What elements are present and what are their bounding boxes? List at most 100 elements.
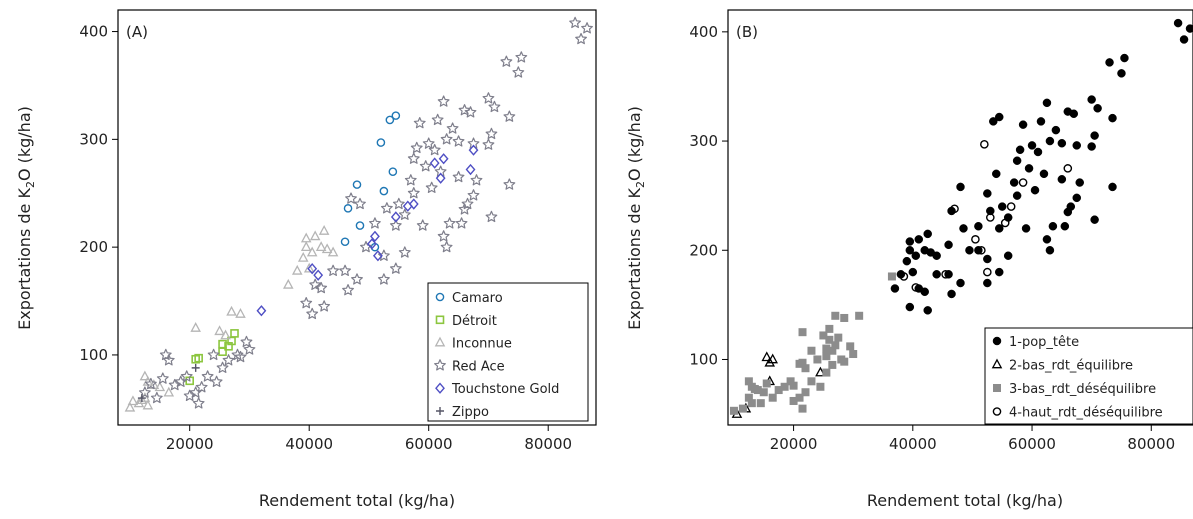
point-3-bas-rdt-desequilibre [831,341,840,350]
point-red-ace [300,296,313,309]
point-detroit [224,342,233,351]
point-inconnue [297,251,309,262]
point-3-bas-rdt-desequilibre [774,386,783,395]
point-red-ace [315,281,328,294]
point-1-pop-tete [956,182,965,192]
point-camaro [352,180,362,189]
y-tick-label: 100 [79,346,108,364]
point-1-pop-tete [1108,113,1117,123]
legend-a: Camaro Détroit Inconnue Red Ace Touchstone G… [427,282,589,422]
y-axis-title-a: Exportations de K2O (kg/ha) [15,106,37,330]
point-1-pop-tete [914,235,924,244]
point-3-bas-rdt-desequilibre [744,377,753,386]
point-red-ace [467,137,480,149]
point-inconnue [154,381,166,392]
point-1-pop-tete [902,256,912,266]
panel-label-a: (A) [126,23,148,41]
point-1-pop-tete [1090,131,1099,140]
point-4-haut-rdt-desequilibre [1018,178,1028,187]
legend-marker-touchstone-gold [435,382,445,394]
point-1-pop-tete [1173,18,1183,28]
legend-marker-2-bas-rdt-equilibre [991,358,1003,369]
point-3-bas-rdt-desequilibre [816,382,825,391]
point-3-bas-rdt-desequilibre [768,393,777,402]
point-1-pop-tete [1012,156,1022,165]
point-1-pop-tete [1060,221,1070,231]
point-inconnue [133,397,145,408]
point-1-pop-tete [992,169,1001,179]
point-3-bas-rdt-desequilibre [813,355,822,364]
y-axis-title-a-prefix: Exportations de K [15,188,34,330]
point-red-ace [159,348,172,361]
series-red-ace [138,16,593,409]
point-red-ace [351,273,363,285]
point-red-ace [434,165,447,177]
point-1-pop-tete [983,278,992,288]
series-3-bas-rdt-desequilibre [729,272,896,415]
point-1-pop-tete [1117,69,1126,78]
point-4-haut-rdt-desequilibre [911,283,921,292]
point-1-pop-tete [1027,141,1037,150]
series-1-pop-tete [890,18,1193,315]
point-inconnue [309,230,321,241]
point-1-pop-tete [1105,58,1114,67]
point-red-ace [180,370,193,382]
panel-a: (A) 20000 40000 60000 80000 100 200 300 400 Re… [15,9,597,510]
point-1-pop-tete [1057,175,1067,184]
point-touchstone-gold [307,263,318,275]
point-red-ace [575,32,587,45]
point-1-pop-tete [1093,104,1102,113]
point-red-ace [306,307,319,320]
plot-frame-b [727,9,1193,426]
point-3-bas-rdt-desequilibre [828,360,837,369]
y-axis-title-a-suffix: O (kg/ha) [15,106,34,181]
point-red-ace [416,219,429,231]
point-inconnue [321,243,333,254]
point-red-ace [234,350,247,363]
point-inconnue [291,264,303,275]
point-1-pop-tete [1009,178,1019,187]
point-1-pop-tete [1063,107,1073,116]
point-red-ace [410,141,423,154]
point-3-bas-rdt-desequilibre [822,368,831,377]
point-red-ace [318,300,331,312]
y-axis-title-b: Exportations de K2O (kg/ha) [625,106,647,330]
legend-marker-detroit [435,315,445,325]
point-1-pop-tete [1042,98,1052,108]
point-3-bas-rdt-desequilibre [780,382,789,391]
point-red-ace [404,174,417,186]
point-touchstone-gold [402,200,413,212]
point-red-ace [380,202,393,214]
point-red-ace [389,262,402,274]
y-tick-label: 200 [689,241,718,259]
point-3-bas-rdt-desequilibre [747,382,756,391]
point-1-pop-tete [923,229,932,239]
legend-frame-b [984,327,1193,425]
point-3-bas-rdt-desequilibre [807,346,816,355]
point-red-ace [339,264,351,276]
point-3-bas-rdt-desequilibre [825,324,834,333]
point-camaro [355,221,365,230]
point-inconnue [226,305,237,316]
point-1-pop-tete [932,251,941,260]
point-touchstone-gold [438,153,449,165]
point-red-ace [377,273,390,285]
point-red-ace [413,116,426,129]
point-zippo [137,394,146,403]
point-red-ace [398,208,411,220]
point-1-pop-tete [1108,182,1117,192]
series-zippo [137,363,200,403]
point-4-haut-rdt-desequilibre [986,213,995,222]
point-red-ace [440,240,453,253]
point-3-bas-rdt-desequilibre [798,404,807,413]
y-axis-title-b-subscript: 2 [634,181,647,188]
point-red-ace [458,104,471,116]
point-3-bas-rdt-desequilibre [828,346,837,355]
point-4-haut-rdt-desequilibre [983,267,992,277]
point-red-ace [512,66,525,78]
point-3-bas-rdt-desequilibre [831,311,840,320]
legend-marker-red-ace [434,359,446,371]
point-red-ace [464,106,477,118]
point-detroit [191,354,200,364]
legend-label-red-ace: Red Ace [452,359,505,374]
